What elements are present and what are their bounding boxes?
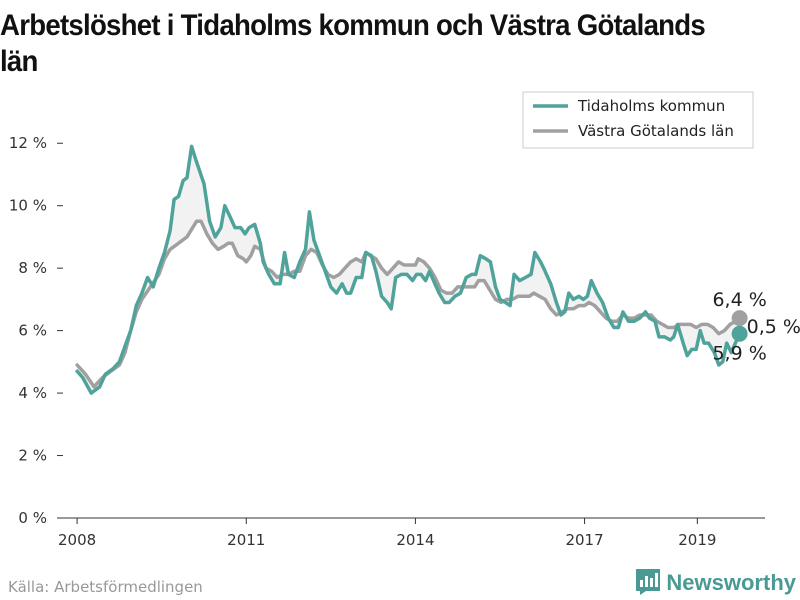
y-tick-label: 6 % (18, 322, 47, 340)
x-tick-label: 2019 (678, 531, 716, 549)
y-tick-label: 2 % (18, 447, 47, 465)
legend-label: Tidaholms kommun (577, 97, 725, 115)
series-line-tidaholm (75, 144, 742, 395)
y-tick-label: 4 % (18, 384, 47, 402)
legend: Tidaholms kommun Västra Götalands län (522, 91, 754, 149)
difference-area (77, 146, 740, 394)
y-tick-label: 12 % (9, 134, 47, 152)
legend-box (522, 91, 754, 149)
x-tick-label: 2014 (396, 531, 434, 549)
x-tick-label: 2011 (227, 531, 265, 549)
difference-fill-layer (77, 146, 740, 394)
series-line-vastra-gotaland (75, 219, 742, 389)
chart-title: Arbetslöshet i Tidaholms kommun och Väst… (0, 9, 706, 78)
brand-name: Newsworthy (666, 570, 796, 595)
brand-logo[interactable]: Newsworthy (634, 567, 796, 599)
end-marker-tidaholm (731, 325, 748, 342)
end-markers: 6,4 % 0,5 % 5,9 % (712, 289, 800, 365)
axes: 0 % 2 % 4 % 6 % 8 % 10 % 12 % 2008 2011 2014 2017 2… (9, 134, 765, 549)
y-tick-label: 0 % (18, 509, 47, 527)
end-marker-vastra-gotaland (731, 310, 748, 327)
legend-label: Västra Götalands län (578, 122, 734, 140)
end-label-vastra-gotaland: 6,4 % (712, 289, 766, 311)
end-label-tidaholm: 5,9 % (712, 343, 766, 365)
series-lines (75, 144, 742, 395)
y-tick-label: 8 % (18, 259, 47, 277)
y-tick-label: 10 % (9, 197, 47, 215)
x-tick-label: 2008 (58, 531, 96, 549)
source-label: Källa: Arbetsförmedlingen (8, 578, 203, 596)
bar-chart-icon (634, 567, 662, 599)
difference-label: 0,5 % (747, 316, 800, 338)
x-tick-label: 2017 (565, 531, 603, 549)
